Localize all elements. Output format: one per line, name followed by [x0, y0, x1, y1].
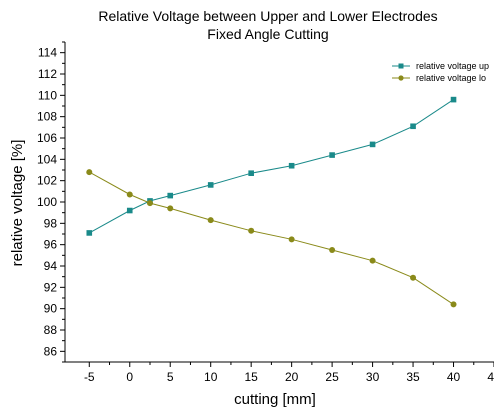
y-tick-label: 114: [38, 46, 57, 60]
x-tick-label: 10: [204, 370, 218, 384]
x-tick-label: 40: [447, 370, 461, 384]
data-point: [410, 274, 417, 281]
data-point: [146, 200, 153, 207]
data-point: [288, 236, 295, 243]
data-point: [207, 217, 214, 224]
data-point: [248, 170, 254, 176]
data-point: [329, 152, 335, 158]
y-tick-label: 102: [37, 174, 57, 188]
x-tick-label: 45: [487, 370, 494, 384]
legend: relative voltage up relative voltage lo: [392, 61, 489, 83]
y-tick-label: 100: [37, 195, 57, 209]
y-tick-label: 86: [44, 344, 58, 358]
data-point: [450, 301, 457, 308]
legend-label: relative voltage lo: [416, 73, 486, 83]
legend-marker: [398, 75, 404, 81]
x-tick-label: -5: [84, 370, 95, 384]
x-tick-label: 0: [126, 370, 133, 384]
data-point: [369, 257, 376, 264]
x-tick-label: 25: [325, 370, 339, 384]
data-point: [410, 123, 416, 130]
chart-title: Relative Voltage between Upper and Lower…: [98, 8, 437, 24]
data-point: [288, 162, 295, 169]
series-line-0: [89, 99, 454, 234]
legend-label: relative voltage up: [416, 61, 489, 71]
x-tick-label: 35: [406, 370, 420, 384]
y-tick-label: 112: [38, 67, 57, 81]
y-tick-label: 90: [44, 302, 58, 316]
x-tick-label: 5: [167, 370, 174, 384]
data-point: [207, 182, 214, 188]
y-tick-label: 88: [44, 323, 58, 337]
data-point: [126, 207, 133, 214]
plot-area: 86889092949698100102104106108110112114-5…: [37, 41, 494, 384]
y-tick-label: 98: [44, 216, 58, 230]
data-point: [167, 205, 174, 212]
data-point: [369, 141, 376, 148]
data-point: [167, 192, 174, 199]
x-tick-label: 15: [244, 370, 258, 384]
y-axis-label: relative voltage [%]: [9, 140, 26, 267]
series-line-1: [89, 171, 454, 305]
y-tick-label: 96: [44, 238, 58, 252]
data-point: [86, 230, 93, 236]
y-tick-label: 108: [37, 110, 57, 124]
data-point: [126, 191, 133, 198]
data-point: [248, 227, 255, 234]
y-tick-label: 92: [44, 280, 58, 294]
y-tick-label: 106: [37, 131, 57, 145]
data-point: [86, 169, 93, 176]
x-tick-label: 30: [366, 370, 380, 384]
x-axis-label: cutting [mm]: [234, 391, 316, 408]
data-point: [329, 247, 336, 253]
x-tick-label: 20: [285, 370, 299, 384]
data-point: [450, 96, 457, 103]
chart-subtitle: Fixed Angle Cutting: [207, 26, 328, 42]
y-tick-label: 110: [38, 88, 57, 102]
legend-marker: [398, 63, 404, 69]
y-tick-label: 104: [37, 152, 57, 166]
y-tick-label: 94: [44, 259, 58, 273]
